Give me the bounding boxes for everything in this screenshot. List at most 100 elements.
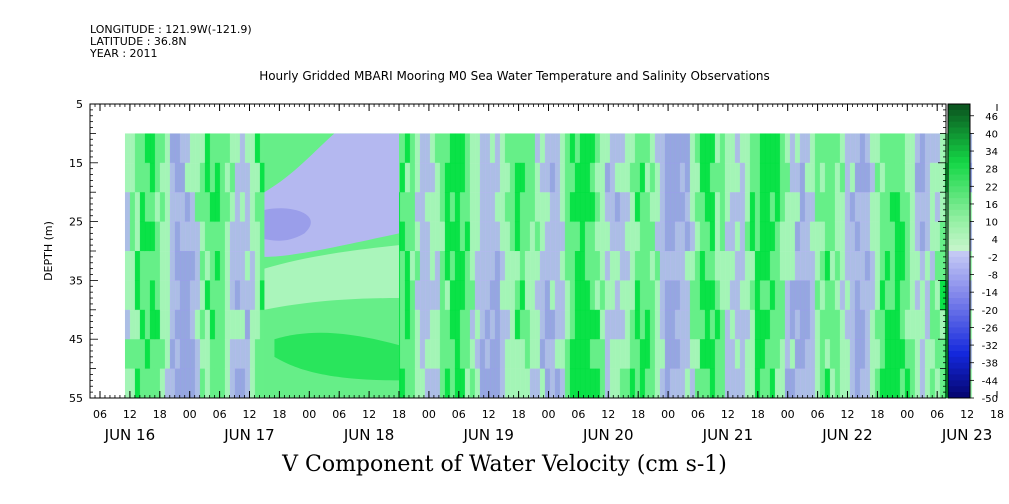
heatmap-cell [504, 133, 511, 164]
x-tick-label: 00 [900, 408, 914, 421]
heatmap-cell [519, 339, 526, 370]
heatmap-cell [879, 221, 886, 252]
heatmap-cell [149, 368, 156, 398]
heatmap-cell [519, 192, 526, 223]
heatmap-cell [429, 192, 436, 223]
heatmap-cell [924, 192, 931, 223]
heatmap-cell [839, 251, 846, 281]
heatmap-cell [894, 368, 901, 398]
heatmap-cell [484, 280, 491, 311]
heatmap-cell [144, 221, 151, 252]
heatmap-cell [649, 192, 656, 223]
heatmap-cell [939, 192, 946, 223]
heatmap-cell [604, 309, 611, 340]
heatmap-cell [804, 309, 811, 340]
heatmap-cell [404, 221, 411, 252]
heatmap-cell [409, 309, 416, 340]
heatmap-cell [794, 251, 801, 281]
heatmap-cell [764, 133, 771, 164]
heatmap-cell [969, 280, 973, 311]
x-tick-label: 12 [123, 408, 137, 421]
heatmap-cell [424, 133, 431, 164]
heatmap-cell [754, 368, 761, 398]
colorbar-segment [948, 133, 970, 140]
heatmap-cell [559, 162, 566, 193]
heatmap-cell [139, 251, 146, 281]
colorbar-label: -2 [988, 253, 998, 264]
heatmap-cell [709, 133, 716, 164]
heatmap-cell [699, 309, 706, 340]
heatmap-cell [634, 339, 641, 370]
heatmap-cell [919, 251, 926, 281]
heatmap-cell [704, 368, 711, 398]
heatmap-cell [159, 309, 166, 340]
heatmap-cell [859, 221, 866, 252]
heatmap-cell [139, 309, 146, 340]
colorbar-label: -26 [982, 323, 998, 334]
heatmap-cell [729, 133, 736, 164]
heatmap-cell [399, 309, 406, 340]
heatmap-cell [169, 280, 176, 311]
heatmap-cell [229, 309, 236, 340]
x-day-label: JUN 22 [821, 426, 872, 444]
heatmap-cell [404, 133, 411, 164]
heatmap-cell [839, 339, 846, 370]
heatmap-cell [764, 192, 771, 223]
heatmap-cell [889, 280, 896, 311]
heatmap-cell [139, 280, 146, 311]
heatmap-cell [529, 309, 536, 340]
heatmap-cell [714, 133, 721, 164]
heatmap-cell [164, 133, 171, 164]
heatmap-cell [939, 309, 946, 340]
heatmap-cell [419, 162, 426, 193]
heatmap-cell [579, 251, 586, 281]
heatmap-cell [614, 133, 621, 164]
colorbar-segment [948, 192, 970, 199]
heatmap-cell [169, 192, 176, 223]
heatmap-cell [454, 192, 461, 223]
colorbar-segment [948, 145, 970, 152]
heatmap-cell [789, 251, 796, 281]
heatmap-cell [939, 280, 946, 311]
heatmap-cell [714, 280, 721, 311]
heatmap-cell [809, 309, 816, 340]
heatmap-cell [134, 192, 141, 223]
x-tick-label: 00 [781, 408, 795, 421]
heatmap-cell [484, 251, 491, 281]
heatmap-cell [229, 280, 236, 311]
heatmap-cell [174, 133, 181, 164]
heatmap-cell [609, 368, 616, 398]
heatmap-cell [584, 368, 591, 398]
heatmap-cell [194, 339, 201, 370]
heatmap-cell [234, 133, 241, 164]
heatmap-cell [554, 133, 561, 164]
heatmap-cell [419, 192, 426, 223]
heatmap-cell [774, 162, 781, 193]
heatmap-cell [519, 162, 526, 193]
heatmap-cell [634, 162, 641, 193]
heatmap-cell [144, 162, 151, 193]
colorbar-label: 10 [985, 218, 998, 229]
heatmap-cell [699, 339, 706, 370]
heatmap-cell [509, 280, 516, 311]
heatmap-cell [664, 192, 671, 223]
heatmap-cell [774, 133, 781, 164]
heatmap-cell [459, 133, 466, 164]
heatmap-cell [184, 339, 191, 370]
heatmap-cell [694, 133, 701, 164]
heatmap-cell [799, 251, 806, 281]
heatmap-cell [594, 221, 601, 252]
heatmap-cell [774, 192, 781, 223]
heatmap-cell [494, 309, 501, 340]
heatmap-cell [169, 133, 176, 164]
x-tick-label: 18 [153, 408, 167, 421]
heatmap-cell [249, 251, 256, 281]
heatmap-cell [914, 221, 921, 252]
heatmap-cell [879, 339, 886, 370]
heatmap-cell [624, 162, 631, 193]
heatmap-cell [624, 309, 631, 340]
heatmap-cell [919, 339, 926, 370]
heatmap-cell [544, 133, 551, 164]
heatmap-cell [184, 280, 191, 311]
heatmap-cell [544, 339, 551, 370]
